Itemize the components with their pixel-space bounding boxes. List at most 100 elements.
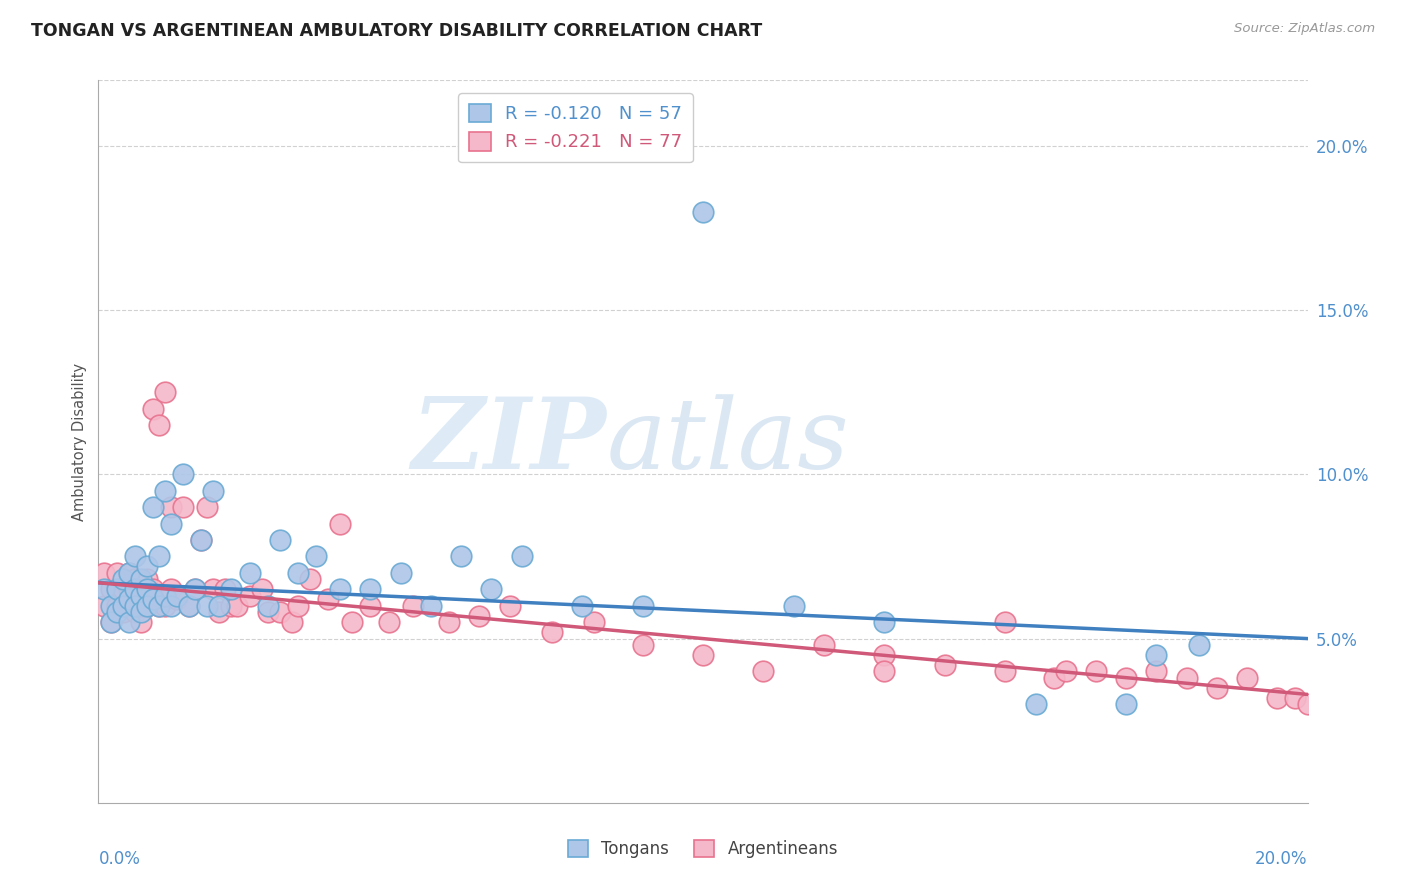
Point <box>142 500 165 515</box>
Point <box>1144 665 1167 679</box>
Point <box>100 582 122 597</box>
Point <box>752 665 775 679</box>
Point <box>105 605 128 619</box>
Point <box>583 615 606 630</box>
Point <box>160 500 183 515</box>
Point <box>221 599 243 613</box>
Point <box>1054 665 1077 679</box>
Point <box>118 599 141 613</box>
Point <box>100 599 122 613</box>
Point <box>813 638 835 652</box>
Point <box>135 559 157 574</box>
Point <box>1042 671 1064 685</box>
Point <box>118 615 141 630</box>
Point <box>118 592 141 607</box>
Point <box>179 599 201 613</box>
Point <box>129 573 152 587</box>
Point <box>93 599 115 613</box>
Point <box>124 599 146 613</box>
Point <box>510 549 533 564</box>
Point <box>1085 665 1108 679</box>
Point <box>450 549 472 564</box>
Point <box>208 605 231 619</box>
Point <box>540 625 562 640</box>
Point <box>153 599 176 613</box>
Point <box>100 615 122 630</box>
Point <box>281 615 304 630</box>
Point <box>100 615 122 630</box>
Point <box>190 533 212 547</box>
Point <box>111 573 134 587</box>
Point <box>124 582 146 597</box>
Point <box>124 582 146 597</box>
Point <box>269 605 291 619</box>
Point <box>468 608 491 623</box>
Point <box>287 566 309 580</box>
Point <box>184 582 207 597</box>
Point <box>994 615 1017 630</box>
Point <box>299 573 322 587</box>
Point <box>437 615 460 630</box>
Point <box>166 592 188 607</box>
Point <box>179 599 201 613</box>
Text: atlas: atlas <box>606 394 849 489</box>
Point <box>111 599 134 613</box>
Point <box>184 582 207 597</box>
Point <box>1188 638 1211 652</box>
Point <box>172 500 194 515</box>
Point <box>153 385 176 400</box>
Point <box>269 533 291 547</box>
Point <box>402 599 425 613</box>
Point <box>124 605 146 619</box>
Point <box>1284 690 1306 705</box>
Point <box>160 516 183 531</box>
Point <box>118 566 141 580</box>
Point <box>1236 671 1258 685</box>
Point <box>135 573 157 587</box>
Point <box>239 589 262 603</box>
Point <box>1296 698 1319 712</box>
Point <box>148 418 170 433</box>
Point <box>420 599 443 613</box>
Point <box>118 566 141 580</box>
Point <box>118 582 141 597</box>
Text: TONGAN VS ARGENTINEAN AMBULATORY DISABILITY CORRELATION CHART: TONGAN VS ARGENTINEAN AMBULATORY DISABIL… <box>31 22 762 40</box>
Point <box>783 599 806 613</box>
Point <box>105 566 128 580</box>
Point <box>153 589 176 603</box>
Point <box>135 599 157 613</box>
Point <box>692 204 714 219</box>
Point <box>873 615 896 630</box>
Point <box>129 605 152 619</box>
Point <box>631 638 654 652</box>
Point <box>93 582 115 597</box>
Point <box>994 665 1017 679</box>
Point <box>142 592 165 607</box>
Text: 0.0%: 0.0% <box>98 850 141 868</box>
Point <box>105 582 128 597</box>
Point <box>1144 648 1167 662</box>
Point <box>1024 698 1046 712</box>
Point <box>631 599 654 613</box>
Point <box>1115 671 1137 685</box>
Point <box>389 566 412 580</box>
Point <box>148 599 170 613</box>
Text: 20.0%: 20.0% <box>1256 850 1308 868</box>
Point <box>305 549 328 564</box>
Point <box>934 657 956 672</box>
Point <box>195 599 218 613</box>
Point <box>129 589 152 603</box>
Text: ZIP: ZIP <box>412 393 606 490</box>
Point <box>93 566 115 580</box>
Point <box>481 582 503 597</box>
Point <box>342 615 364 630</box>
Point <box>135 582 157 597</box>
Point <box>172 467 194 482</box>
Point <box>256 605 278 619</box>
Point <box>329 516 352 531</box>
Text: Source: ZipAtlas.com: Source: ZipAtlas.com <box>1234 22 1375 36</box>
Point <box>498 599 520 613</box>
Point <box>148 599 170 613</box>
Point <box>360 582 382 597</box>
Point <box>111 605 134 619</box>
